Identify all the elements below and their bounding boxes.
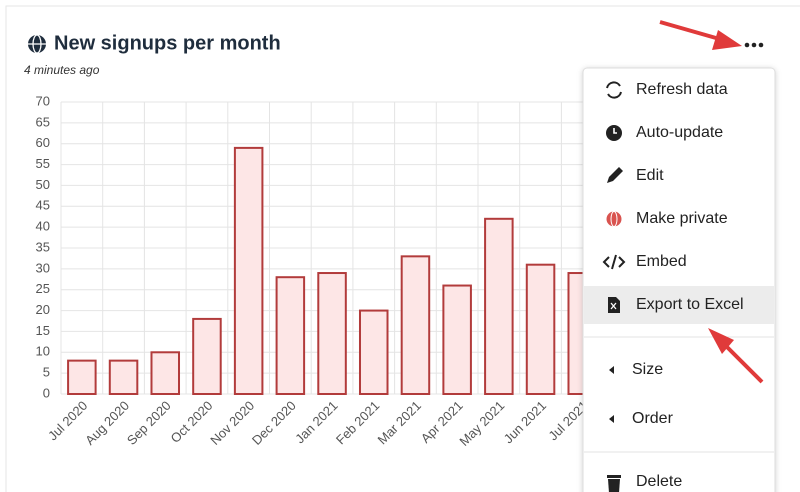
bar bbox=[108, 359, 139, 395]
y-tick-label: 10 bbox=[36, 344, 50, 359]
y-tick-label: 30 bbox=[36, 260, 50, 275]
y-tick-label: 25 bbox=[36, 281, 50, 296]
bar bbox=[275, 276, 306, 396]
y-tick-label: 40 bbox=[36, 219, 50, 234]
y-tick-label: 0 bbox=[43, 385, 50, 400]
caret-icon bbox=[609, 366, 614, 374]
menu-item[interactable]: Make private bbox=[636, 210, 728, 227]
bar bbox=[525, 263, 556, 395]
menu-item[interactable]: Export to Excel bbox=[636, 296, 744, 313]
arrow bbox=[708, 328, 764, 384]
more-button[interactable] bbox=[744, 42, 764, 48]
y-tick-label: 65 bbox=[36, 114, 50, 129]
pencil-icon bbox=[607, 167, 623, 183]
y-tick-label: 20 bbox=[36, 302, 50, 317]
menu-item[interactable]: Delete bbox=[636, 473, 682, 490]
y-tick-label: 60 bbox=[36, 135, 50, 150]
clock-icon bbox=[606, 125, 622, 141]
y-tick-label: 45 bbox=[36, 198, 50, 213]
menu-item[interactable]: Auto-update bbox=[636, 124, 723, 141]
y-tick-label: 70 bbox=[36, 93, 50, 108]
y-tick-label: 50 bbox=[36, 177, 50, 192]
trash-icon bbox=[607, 475, 621, 492]
bar bbox=[400, 255, 431, 396]
menu-item[interactable]: Order bbox=[632, 410, 674, 427]
bar bbox=[233, 146, 264, 395]
code-icon bbox=[602, 254, 626, 270]
bar bbox=[358, 309, 389, 396]
menu-item[interactable]: Edit bbox=[636, 167, 664, 184]
caret-icon bbox=[609, 415, 614, 423]
refresh-icon bbox=[606, 81, 622, 99]
bar bbox=[67, 359, 97, 395]
widget-title: New signups per month bbox=[54, 32, 281, 54]
bar bbox=[484, 217, 514, 395]
bar bbox=[192, 317, 222, 395]
bar bbox=[150, 351, 181, 395]
menu-item[interactable]: Refresh data bbox=[636, 81, 728, 98]
bar bbox=[317, 272, 347, 395]
y-tick-label: 55 bbox=[36, 156, 50, 171]
y-tick-label: 35 bbox=[36, 239, 50, 254]
widget-subtitle: 4 minutes ago bbox=[24, 63, 100, 77]
menu-item[interactable]: Size bbox=[632, 361, 663, 378]
menu-item[interactable]: Embed bbox=[636, 253, 687, 270]
arrow bbox=[659, 20, 742, 50]
dropdown-menu: Refresh data Auto-update Edit Make priva… bbox=[582, 67, 776, 492]
menu-panel bbox=[582, 67, 776, 492]
bar bbox=[442, 284, 472, 395]
globe-icon bbox=[28, 34, 46, 54]
excel-icon bbox=[608, 297, 620, 313]
y-tick-label: 5 bbox=[43, 365, 50, 380]
globe-icon bbox=[606, 211, 622, 227]
y-tick-label: 15 bbox=[36, 323, 50, 338]
